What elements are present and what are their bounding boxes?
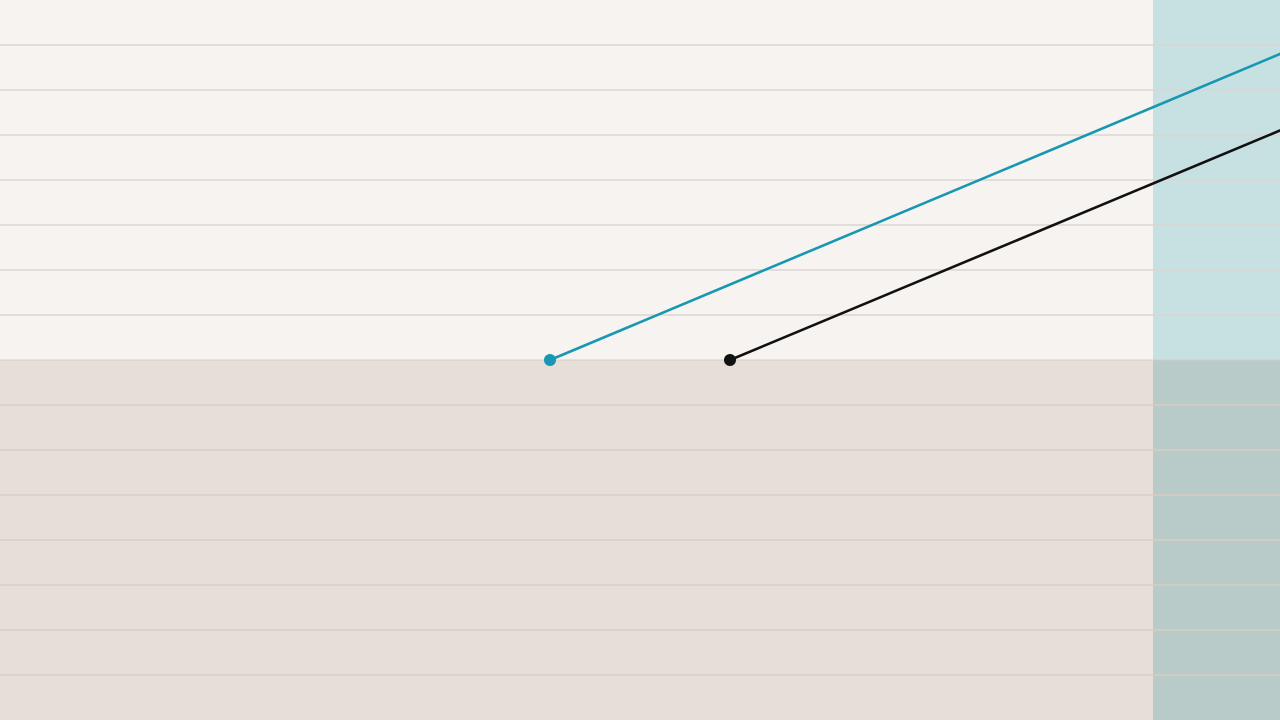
gridlines	[0, 44, 1280, 676]
series-line-1	[548, 52, 1280, 362]
series-group	[544, 52, 1280, 366]
series-start-point-2	[724, 354, 736, 366]
series-line-2	[728, 129, 1280, 362]
series-start-point-1	[544, 354, 556, 366]
